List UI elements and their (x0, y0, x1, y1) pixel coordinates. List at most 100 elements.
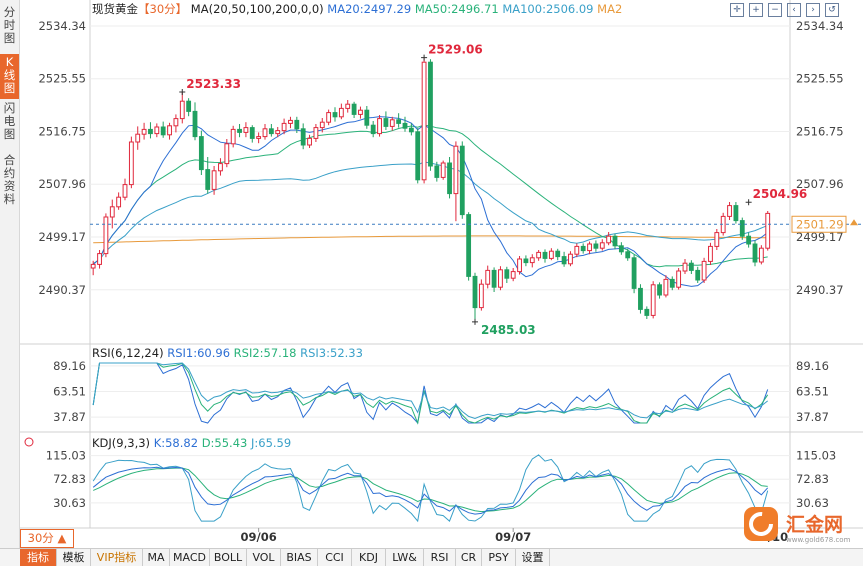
candle-body (650, 284, 656, 316)
candle-body (415, 131, 421, 181)
crosshair-icon[interactable]: ✛ (730, 3, 744, 17)
side-tab-3[interactable]: 合约资料 (0, 152, 19, 210)
kline-chart[interactable]: 2534.34 2534.34 2525.55 2525.55 2516.75 2516.… (20, 0, 863, 548)
indicator-tab-9[interactable]: KDJ (352, 549, 386, 566)
side-tab-0[interactable]: 分时图 (0, 4, 19, 49)
rsi-axis-left-label: 37.87 (53, 410, 86, 424)
candle-body (294, 119, 300, 130)
candle-30 (281, 118, 287, 135)
candle-body (345, 103, 351, 109)
annotation-low1: 2485.03 (481, 323, 536, 337)
annotation-high2: 2529.06 (428, 43, 483, 57)
candle-97 (708, 242, 713, 265)
candle-body (288, 119, 293, 124)
candle-64 (498, 266, 503, 291)
candle-body (536, 251, 542, 259)
period-selector[interactable]: 30分 ▲ (20, 529, 74, 548)
extreme-marker-icon (472, 318, 478, 325)
side-tab-char: 时 (3, 18, 16, 32)
side-tab-char: 线 (3, 68, 16, 82)
side-tab-2[interactable]: 闪电图 (0, 100, 19, 145)
indicator-tab-1[interactable]: 模板 (57, 549, 91, 566)
candle-body (657, 284, 662, 296)
candle-7 (135, 126, 141, 150)
candle-body (364, 109, 370, 126)
indicator-tab-8[interactable]: CCI (318, 549, 352, 566)
candle-62 (485, 265, 491, 289)
candle-1 (97, 250, 102, 269)
candle-32 (294, 116, 300, 133)
logo-c-icon (749, 512, 773, 536)
candle-105 (758, 245, 764, 265)
candle-body (396, 119, 402, 124)
candle-body (593, 243, 599, 249)
candle-body (510, 271, 516, 279)
candle-body (275, 130, 281, 135)
indicator-tab-3[interactable]: MA (143, 549, 170, 566)
price-axis-left-label: 2534.34 (38, 19, 86, 33)
scroll-right-icon[interactable]: › (806, 3, 820, 17)
candle-95 (695, 266, 701, 283)
indicator-tab-5[interactable]: BOLL (210, 549, 247, 566)
rsi-legend-item-6: RSI3:52.33 (300, 346, 363, 360)
zoom-out-icon[interactable]: − (768, 3, 782, 17)
candle-98 (714, 229, 720, 250)
rsi-axis-right-label: 63.51 (796, 384, 829, 398)
indicator-tab-4[interactable]: MACD (170, 549, 210, 566)
candle-body (313, 127, 319, 139)
kdj-axis-right-label: 115.03 (796, 449, 836, 463)
reset-icon[interactable]: ↺ (825, 3, 839, 17)
candle-8 (141, 122, 147, 140)
kdj-settings-icon[interactable] (24, 437, 34, 447)
indicator-tab-2[interactable]: VIP指标 (91, 549, 143, 566)
indicator-tab-10[interactable]: LW& (386, 549, 424, 566)
candle-4 (116, 192, 122, 210)
candle-body (122, 184, 128, 198)
candle-body (237, 128, 242, 133)
indicator-tab-7[interactable]: BIAS (281, 549, 318, 566)
price-axis-right-label: 2516.75 (796, 125, 844, 139)
candle-body (459, 145, 465, 216)
logo-url: www.gold678.com (786, 536, 851, 544)
candle-body (574, 245, 580, 255)
candle-56 (447, 157, 452, 199)
indicator-tab-11[interactable]: RSI (424, 549, 456, 566)
indicator-tab-0[interactable]: 指标 (20, 549, 57, 566)
candle-83 (618, 242, 624, 255)
candle-body (154, 126, 160, 135)
indicator-tab-6[interactable]: VOL (247, 549, 281, 566)
candle-body (568, 253, 573, 265)
candle-106 (765, 211, 771, 251)
candle-body (370, 124, 376, 135)
candle-103 (746, 232, 752, 248)
zoom-in-icon[interactable]: + (749, 3, 763, 17)
kdj-j-line (92, 454, 769, 523)
period-label: 30分 (27, 531, 54, 545)
candle-body (408, 127, 414, 133)
candle-body (517, 258, 522, 273)
kdj-axis-left-label: 115.03 (46, 449, 86, 463)
candle-22 (230, 125, 236, 148)
current-price-label: 2501.29 (796, 217, 844, 231)
candle-body (491, 269, 497, 288)
candle-82 (612, 233, 618, 250)
candle-body (485, 269, 491, 285)
candle-89 (657, 282, 662, 299)
price-axis-left-label: 2525.55 (38, 72, 86, 86)
candle-body (682, 262, 688, 272)
kdj-legend-item-6: J:65.59 (250, 436, 291, 450)
scroll-left-icon[interactable]: ‹ (787, 3, 801, 17)
candle-body (714, 232, 720, 247)
candle-body (472, 275, 478, 309)
indicator-tab-14[interactable]: 设置 (516, 549, 550, 566)
candle-body (434, 165, 440, 178)
indicator-tab-12[interactable]: CR (456, 549, 482, 566)
indicator-tab-13[interactable]: PSY (482, 549, 516, 566)
candle-body (555, 250, 561, 258)
candle-78 (587, 241, 592, 255)
kdj-d-line (93, 467, 768, 513)
candle-39 (338, 103, 344, 120)
candle-body (746, 235, 752, 245)
price-axis-right-label: 2499.17 (796, 230, 844, 244)
